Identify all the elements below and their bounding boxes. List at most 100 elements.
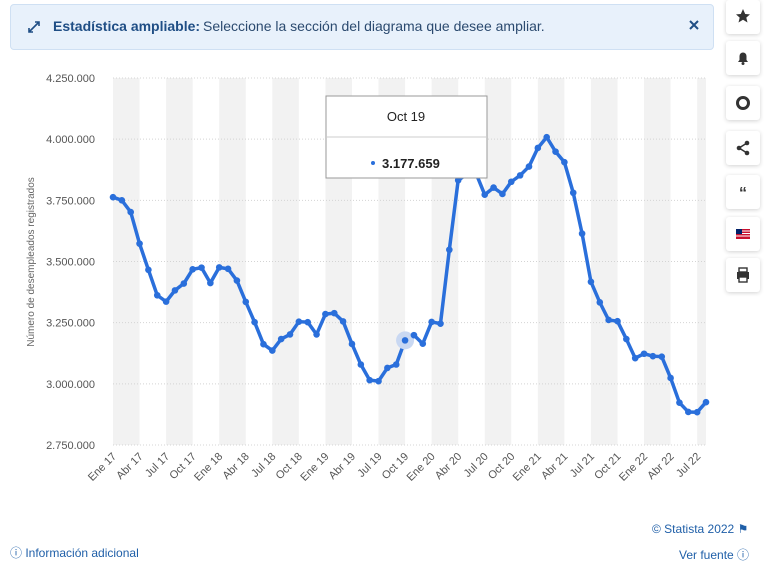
point <box>640 350 648 358</box>
point <box>410 331 418 339</box>
x-tick-label: Abr 17 <box>114 451 145 482</box>
x-tick-label: Ene 17 <box>86 451 119 484</box>
info-text: Información adicional <box>25 546 139 560</box>
point <box>304 318 312 326</box>
point <box>136 240 143 247</box>
point <box>286 331 294 338</box>
point <box>543 133 550 141</box>
point <box>215 264 223 271</box>
point <box>198 264 205 271</box>
point <box>552 148 559 155</box>
point <box>269 347 276 354</box>
point <box>587 278 595 286</box>
x-tick-label: Ene 22 <box>617 451 650 484</box>
point <box>392 361 400 368</box>
band <box>272 78 299 445</box>
point <box>313 331 320 338</box>
y-tick-label: 3.000.000 <box>46 379 95 391</box>
point <box>437 320 444 327</box>
zoom-banner: Estadística ampliable: Seleccione la sec… <box>10 4 714 50</box>
share-button[interactable] <box>726 131 760 165</box>
banner-message: Seleccione la sección del diagrama que d… <box>203 18 545 34</box>
y-tick-label: 4.250.000 <box>46 73 95 85</box>
point <box>490 184 497 191</box>
settings-button[interactable] <box>726 86 760 120</box>
point <box>454 176 462 184</box>
point <box>295 318 303 325</box>
x-tick-label: Abr 18 <box>220 451 251 482</box>
x-tick-label: Abr 22 <box>645 451 676 482</box>
x-tick-label: Abr 20 <box>433 451 464 482</box>
band <box>219 78 246 445</box>
point <box>189 266 196 273</box>
close-button[interactable] <box>688 19 700 31</box>
point <box>631 354 639 362</box>
y-tick-label: 3.750.000 <box>46 195 95 207</box>
point <box>676 399 683 406</box>
point <box>667 374 674 382</box>
x-tick-label: Jul 17 <box>143 451 172 480</box>
x-tick-label: Jul 20 <box>462 451 491 480</box>
tooltip: Oct 19 3.177.659 <box>325 95 488 179</box>
band <box>644 78 671 445</box>
source-link[interactable]: Ver fuente ⓘ <box>679 548 750 562</box>
y-tick-label: 4.000.000 <box>46 134 95 146</box>
copyright: © Statista 2022 ⚑ <box>652 522 749 536</box>
point <box>109 193 117 201</box>
point <box>596 299 604 306</box>
x-tick-label: Ene 19 <box>298 451 331 484</box>
info-link[interactable]: ⓘ Información adicional <box>10 546 139 560</box>
print-button[interactable] <box>726 258 760 292</box>
x-tick-label: Ene 20 <box>405 451 438 484</box>
x-tick-label: Jul 18 <box>249 451 278 480</box>
point <box>330 309 338 317</box>
point <box>277 335 285 343</box>
point <box>207 279 214 287</box>
x-tick-label: Abr 19 <box>327 451 358 482</box>
band <box>113 78 140 445</box>
x-tick-label: Jul 22 <box>674 451 703 480</box>
point <box>375 377 382 385</box>
point <box>145 266 152 274</box>
y-tick-label: 3.500.000 <box>46 257 95 269</box>
point <box>339 318 347 325</box>
y-tick-label: 3.250.000 <box>46 318 95 330</box>
favorite-button[interactable] <box>726 0 760 34</box>
point <box>446 246 453 254</box>
point <box>684 408 692 416</box>
point <box>171 287 179 294</box>
copyright-text: © Statista 2022 <box>652 522 735 536</box>
point <box>623 335 630 343</box>
point <box>693 408 701 416</box>
x-tick-label: Abr 21 <box>539 451 570 482</box>
point <box>357 361 365 368</box>
point <box>561 158 568 166</box>
chart: Número de desempleados registrados 2.750… <box>26 73 710 484</box>
point <box>260 340 267 348</box>
point <box>605 316 612 324</box>
point <box>251 318 258 326</box>
point <box>118 197 126 204</box>
svg-text:“: “ <box>739 185 747 202</box>
point <box>153 291 161 299</box>
point <box>516 172 524 179</box>
y-axis-title: Número de desempleados registrados <box>26 177 37 347</box>
x-tick-label: Jul 21 <box>568 451 597 480</box>
point <box>649 352 657 360</box>
band <box>590 78 618 445</box>
point <box>419 340 427 348</box>
point <box>578 230 586 237</box>
tooltip-dot <box>371 161 375 165</box>
point <box>224 265 232 273</box>
point <box>366 376 373 384</box>
tooltip-value: 3.177.659 <box>382 156 440 171</box>
point <box>401 337 409 344</box>
point <box>525 163 533 170</box>
x-tick-label: Ene 21 <box>511 451 544 484</box>
point <box>180 280 188 287</box>
y-tick-label: 2.750.000 <box>46 440 95 452</box>
language-button[interactable] <box>726 217 760 251</box>
cite-button[interactable]: “ <box>726 175 760 209</box>
alert-button[interactable] <box>726 41 760 75</box>
